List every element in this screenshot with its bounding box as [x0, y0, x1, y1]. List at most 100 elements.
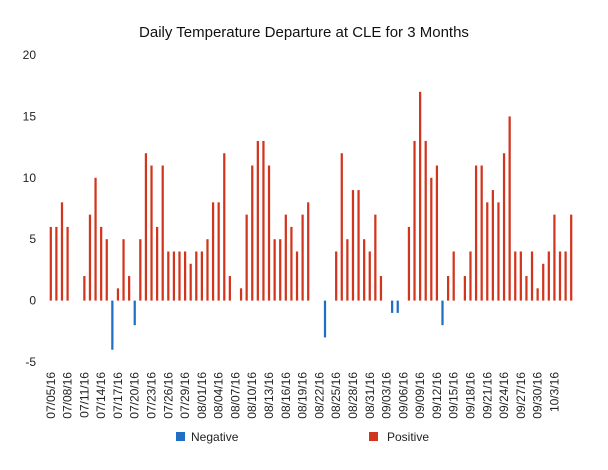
bar — [273, 239, 276, 301]
bar — [206, 239, 209, 301]
bar — [536, 288, 539, 301]
x-tick-label: 10/3/16 — [547, 372, 561, 412]
y-tick-label: 15 — [23, 109, 37, 123]
bar — [122, 239, 125, 301]
bar — [156, 226, 159, 301]
bar — [150, 165, 153, 301]
x-tick-label: 09/27/16 — [514, 372, 528, 419]
x-axis: 07/05/16 07/08/16 07/11/16 07/14/16 07/17/16… — [44, 372, 562, 419]
bar — [88, 214, 92, 301]
bar — [128, 276, 131, 301]
bar — [542, 263, 545, 301]
x-tick-label: 09/18/16 — [463, 372, 477, 419]
bar — [474, 165, 478, 301]
y-tick-label: 10 — [23, 171, 37, 185]
bar — [161, 165, 164, 301]
x-tick-label: 09/15/16 — [447, 372, 461, 419]
bar — [279, 239, 282, 301]
bar — [139, 239, 142, 301]
bar — [94, 177, 97, 301]
bar — [223, 153, 226, 301]
bar — [346, 239, 349, 301]
bar — [363, 239, 366, 301]
bar — [105, 239, 108, 301]
chart-title: Daily Temperature Departure at CLE for 3… — [139, 24, 469, 41]
x-tick-label: 09/12/16 — [430, 372, 444, 419]
bar — [452, 251, 455, 301]
x-tick-label: 09/09/16 — [413, 372, 427, 419]
bar — [564, 251, 567, 301]
bar — [267, 165, 271, 301]
legend-negative-label: Negative — [191, 430, 239, 444]
x-tick-label: 08/25/16 — [329, 372, 343, 419]
x-tick-label: 08/10/16 — [245, 372, 259, 419]
y-axis: -5 0 5 10 15 20 — [23, 48, 37, 369]
bar — [307, 202, 310, 301]
bar — [144, 153, 148, 301]
bar — [189, 263, 192, 301]
bar — [100, 226, 103, 301]
bar — [133, 300, 136, 326]
bar — [413, 140, 416, 301]
bar — [558, 251, 562, 301]
bar — [419, 91, 422, 301]
y-tick-label: 0 — [29, 294, 36, 308]
bar — [178, 251, 181, 301]
bar — [407, 226, 411, 301]
bar — [290, 226, 293, 301]
bar — [195, 251, 198, 301]
bar — [530, 251, 534, 301]
bar — [200, 251, 203, 301]
bar — [357, 190, 360, 301]
x-tick-label: 07/29/16 — [178, 372, 192, 419]
y-tick-label: -5 — [25, 355, 36, 369]
bar — [55, 226, 58, 301]
bar — [60, 202, 64, 301]
bar — [66, 226, 69, 301]
x-tick-label: 08/07/16 — [228, 372, 242, 419]
bar — [553, 214, 556, 301]
legend-negative-swatch — [176, 432, 185, 441]
bar — [424, 140, 427, 301]
bar — [284, 214, 287, 301]
bar — [228, 276, 231, 301]
bar — [183, 251, 187, 301]
bar — [379, 276, 383, 301]
x-tick-label: 09/06/16 — [396, 372, 410, 419]
bar — [446, 276, 450, 301]
bar — [374, 214, 377, 301]
bar — [480, 165, 483, 301]
bar — [519, 251, 522, 301]
x-tick-label: 09/24/16 — [497, 372, 511, 419]
y-tick-label: 5 — [29, 232, 36, 246]
bar — [116, 288, 120, 301]
bar — [256, 140, 259, 301]
bar — [486, 202, 489, 301]
bar — [502, 153, 506, 301]
bar — [335, 251, 338, 301]
x-tick-label: 08/16/16 — [279, 372, 293, 419]
bar — [547, 251, 550, 301]
bar — [508, 116, 511, 301]
bar — [525, 276, 528, 301]
bar — [435, 165, 439, 301]
bar — [570, 214, 573, 301]
x-tick-label: 08/13/16 — [262, 372, 276, 419]
y-tick-label: 20 — [23, 48, 37, 62]
bar — [441, 300, 444, 326]
x-tick-label: 09/30/16 — [531, 372, 545, 419]
bar — [430, 177, 433, 301]
bar — [262, 140, 265, 301]
bar — [239, 288, 243, 301]
x-tick-label: 08/01/16 — [195, 372, 209, 419]
bar — [172, 251, 176, 301]
bar — [111, 300, 114, 350]
x-tick-label: 07/20/16 — [128, 372, 142, 419]
x-tick-label: 07/08/16 — [61, 372, 75, 419]
bar — [167, 251, 170, 301]
bar — [217, 202, 220, 301]
x-tick-label: 07/11/16 — [77, 372, 91, 418]
bar — [323, 300, 327, 338]
bar — [497, 202, 500, 301]
